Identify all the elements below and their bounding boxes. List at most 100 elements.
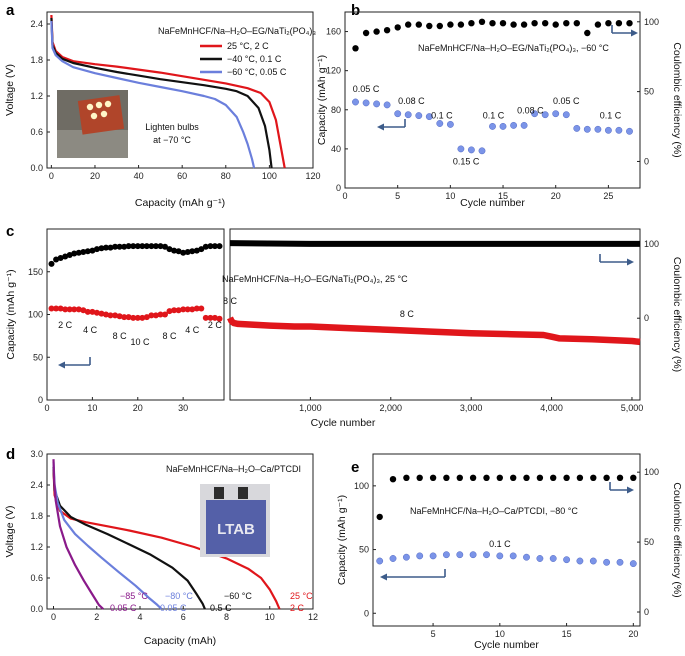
panel-c-ce-point	[93, 246, 100, 253]
panel-d-temp-label: −80 °C	[165, 591, 193, 601]
panel-b-capacity-point	[489, 123, 496, 130]
panel-c-ce-point	[175, 248, 182, 255]
y-tick-label: 3.0	[30, 449, 43, 459]
panel-e-ce-point	[563, 474, 570, 481]
photo-inset-bulb	[104, 100, 112, 108]
panel-c-capacity-point	[143, 314, 150, 321]
panel-c-ce-point	[125, 243, 132, 250]
x-tick-label: 100	[262, 171, 277, 181]
panel-b-capacity-point	[520, 122, 528, 129]
panel-a-xlabel: Capacity (mAh g⁻¹)	[135, 197, 225, 209]
x-tick-label: 25	[603, 191, 613, 201]
panel-e-capacity-point	[496, 552, 504, 560]
panel-b-capacity-point	[446, 121, 454, 128]
panel-c-ce-point	[134, 243, 141, 250]
panel-d-rate-label: 0.05 C	[160, 603, 187, 613]
y2-tick-label: 0	[644, 607, 649, 617]
panel-c-capacity-point	[71, 306, 78, 313]
panel-d-temp-label: −60 °C	[224, 591, 252, 601]
y-tick-label: 0	[336, 183, 341, 193]
panel-c-ce-point	[157, 243, 164, 250]
x-tick-label: 3,000	[460, 403, 483, 413]
x-tick-label: 10	[445, 191, 455, 201]
panel-b-ce-point	[520, 21, 528, 28]
panel-c-capacity-point	[157, 311, 164, 318]
panel-c-rate-label: 8 C	[113, 331, 128, 341]
panel-c-ce-point	[121, 243, 128, 250]
panel-c-capacity-point	[175, 307, 182, 314]
panel-e-ce-point	[483, 474, 490, 481]
x-tick-label: 60	[177, 171, 187, 181]
panel-e-ce-point	[443, 474, 450, 481]
panel-e-ce-point	[576, 474, 584, 481]
panel-b-rate-label: 0.08 C	[517, 106, 544, 116]
panel-c: c 0 10 20 30 1,000 2,000 3,000 4,000 5,000 0 50 100 1…	[5, 223, 683, 429]
panel-d-rate-label: 2 C	[290, 603, 305, 613]
panel-e: e 5 10 15 20 0 50 100 0 50 100 Cycle number Capacity…	[336, 453, 683, 651]
panel-c-rate-label: 4 C	[83, 325, 98, 335]
panel-b-ce-point	[383, 27, 391, 34]
panel-c-capacity-point	[107, 312, 114, 319]
panel-d-series-line	[52, 469, 281, 610]
panel-c-capacity-point	[216, 315, 223, 322]
panel-b-rate-label: 0.15 C	[453, 157, 480, 167]
y2-tick-label: 50	[644, 537, 654, 547]
panel-b-capacity-point	[467, 146, 475, 154]
panel-b-capacity-point	[404, 111, 412, 119]
panel-e-capacity-point	[442, 551, 450, 559]
panel-e-frame	[372, 453, 641, 627]
panel-c-ce-point	[71, 250, 78, 257]
legend-entry: −60 °C, 0.05 C	[227, 67, 287, 77]
panel-e-capacity-point	[576, 557, 584, 565]
panel-c-capacity-point	[152, 312, 159, 319]
y2-tick-label: 0	[644, 313, 649, 323]
panel-d: d 0 2 4 6 8 10 12 0.0 0.6 1.2 1.8 2.4 3.0 Capacity (mA…	[4, 446, 318, 647]
panel-b-ylabel: Capacity (mAh g⁻¹)	[316, 55, 328, 145]
panel-a-title: NaFeMnHCF/Na–H₂O–EG/NaTi₂(PO₄)₃	[158, 26, 316, 36]
panel-c-rate-label: 4 C	[185, 325, 200, 335]
panel-c-ce-point	[80, 249, 87, 255]
panel-e-capacity-point	[376, 557, 384, 565]
legend-entry: 25 °C, 2 C	[227, 41, 269, 51]
panel-e-capacity-point	[549, 555, 557, 562]
y-tick-label: 1.8	[30, 511, 43, 521]
panel-b-rate-label: 0.1 C	[600, 111, 622, 121]
panel-b-rate-label: 0.1 C	[431, 111, 453, 121]
photo-inset-bulb	[100, 110, 108, 118]
panel-c-capacity-point	[148, 312, 155, 319]
legend-entry: −40 °C, 0.1 C	[227, 54, 282, 64]
x-tick-label: 0	[342, 191, 347, 201]
panel-letter-c: c	[6, 223, 14, 240]
panel-e-capacity-point	[616, 558, 624, 566]
panel-e-ce-point	[630, 474, 637, 481]
y-tick-label: 0	[364, 608, 369, 618]
panel-c-capacity-point	[57, 305, 64, 312]
axis-arrow-right-head	[631, 29, 638, 37]
panel-b-capacity-point	[457, 145, 465, 153]
panel-b-rate-label: 0.05 C	[553, 96, 580, 106]
y-tick-label: 0	[38, 395, 43, 405]
panel-c-capacity-point	[116, 313, 123, 320]
y-tick-label: 100	[354, 481, 369, 491]
panel-c-capacity-point	[171, 307, 178, 314]
x-tick-label: 0	[44, 403, 49, 413]
panel-b-rate-label: 0.1 C	[483, 111, 505, 121]
panel-c-y2label: Coulombic efficiency (%)	[671, 257, 683, 372]
y2-tick-label: 100	[644, 467, 659, 477]
panel-b-ce-point	[563, 20, 570, 27]
panel-b-ce-point	[605, 20, 612, 27]
panel-e-capacity-point	[523, 553, 530, 561]
panel-b-ce-point	[478, 18, 486, 25]
y-tick-label: 2.4	[30, 19, 43, 29]
panel-b-y2label: Coulombic efficiency (%)	[671, 42, 683, 157]
panel-c-xlabel: Cycle number	[311, 417, 376, 429]
panel-c-capacity-point	[62, 306, 69, 313]
panel-c-capacity-point	[134, 314, 141, 321]
panel-b-ce-point	[594, 21, 602, 28]
panel-c-capacity-point	[121, 314, 128, 321]
panel-b-rate-label: 0.05 C	[353, 84, 380, 94]
panel-e-title: NaFeMnHCF/Na–H₂O–Ca/PTCDI, −80 °C	[410, 506, 578, 516]
panel-b-capacity-point	[583, 125, 591, 133]
panel-c-capacity-long	[227, 316, 641, 346]
panel-b-capacity-point	[383, 101, 391, 109]
